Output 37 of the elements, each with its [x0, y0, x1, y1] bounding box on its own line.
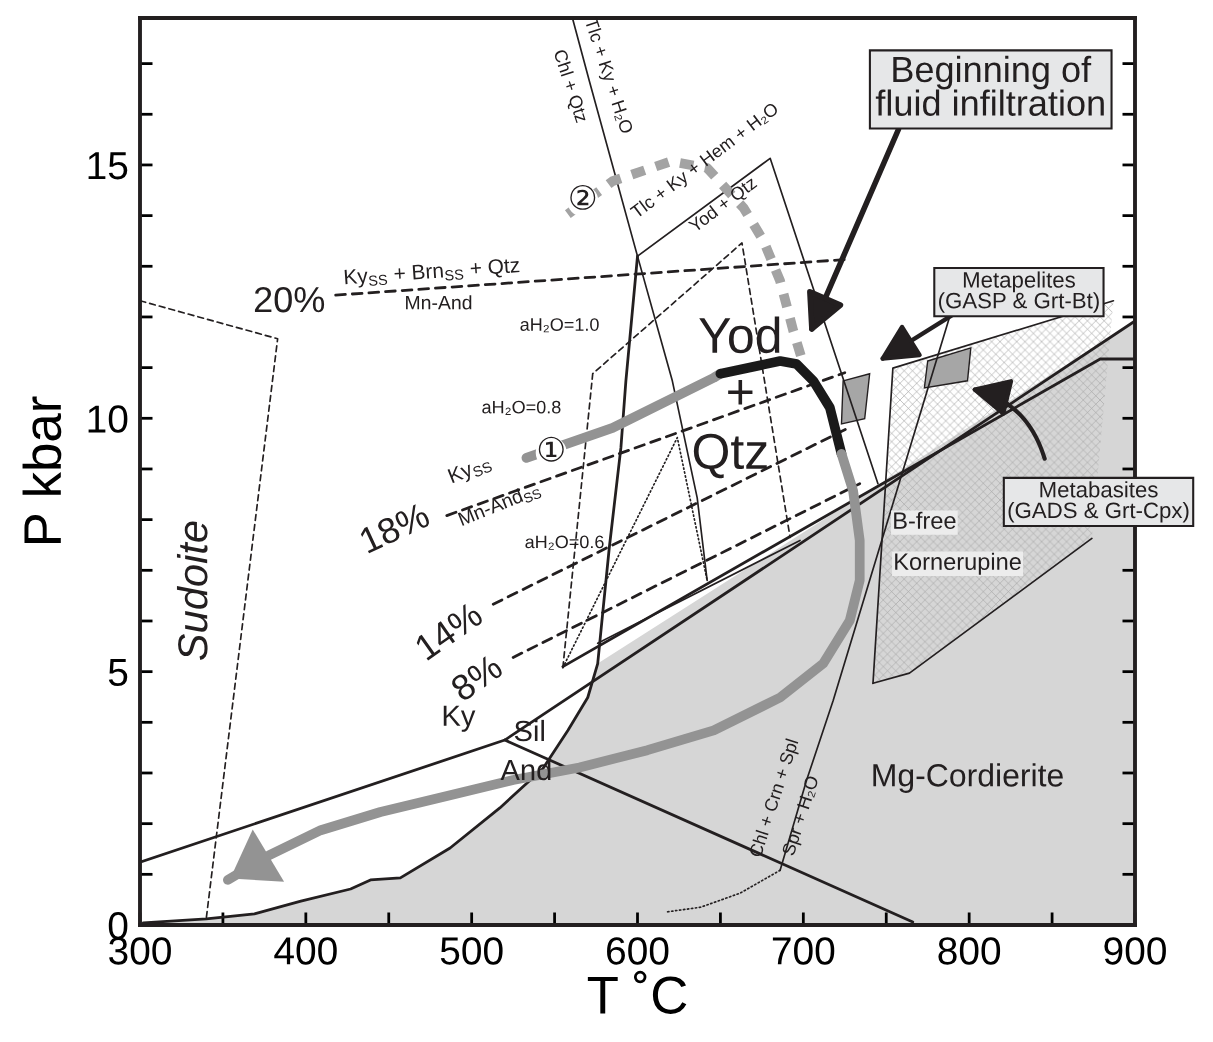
- annotation: Mn-And: [406, 295, 472, 310]
- annotation: ②: [570, 184, 596, 210]
- annotation: Beginning of fluid infiltration: [875, 55, 1104, 116]
- x-tick-label: 600: [607, 937, 669, 965]
- x-tick-label: 700: [772, 937, 835, 965]
- annotation: ①: [538, 436, 564, 462]
- annotation: Kornerupine: [895, 552, 1021, 575]
- x-tick-label: 800: [938, 937, 1001, 965]
- annotation: And: [500, 758, 551, 781]
- annotation: Yod: [699, 316, 780, 354]
- x-tick-label: 900: [1104, 937, 1166, 965]
- annotation: B-free: [894, 511, 956, 530]
- annotation: Sil: [514, 719, 544, 742]
- annotation: aH₂O=0.6: [525, 535, 604, 550]
- annotation: Metabasites (GADS & Grt-Cpx): [1008, 481, 1189, 523]
- y-tick-label: 10: [88, 405, 128, 433]
- annotation: Ky: [443, 705, 476, 732]
- annotation: 20%: [254, 286, 325, 313]
- annotation: Ky$_{SS}$ + Brn$_{SS}$ + Qtz: [344, 257, 520, 289]
- annotation: Mg-Cordierite: [873, 763, 1063, 793]
- x-tick-label: 500: [440, 937, 503, 965]
- annotation: aH₂O=0.8: [482, 400, 561, 415]
- annotation: Metapelites (GASP & Grt-Bt): [939, 271, 1099, 313]
- annotation: 18%: [358, 501, 432, 554]
- x-tick-label: 300: [109, 937, 171, 965]
- y-axis-title: P kbar: [22, 396, 62, 543]
- annotation: +: [728, 380, 753, 405]
- annotation: Qtz: [693, 433, 767, 479]
- annotation: Sudoite: [176, 521, 208, 661]
- y-tick-label: 5: [108, 658, 128, 687]
- y-tick-label: 0: [108, 911, 128, 940]
- annotation: Chl + Qtz: [550, 48, 589, 125]
- x-tick-label: 400: [274, 937, 337, 965]
- x-axis-title: T ˚C: [587, 970, 687, 1014]
- y-tick-label: 15: [88, 152, 128, 180]
- annotation: aH₂O=1.0: [520, 318, 599, 333]
- annotation: Yod + Qtz: [687, 175, 760, 236]
